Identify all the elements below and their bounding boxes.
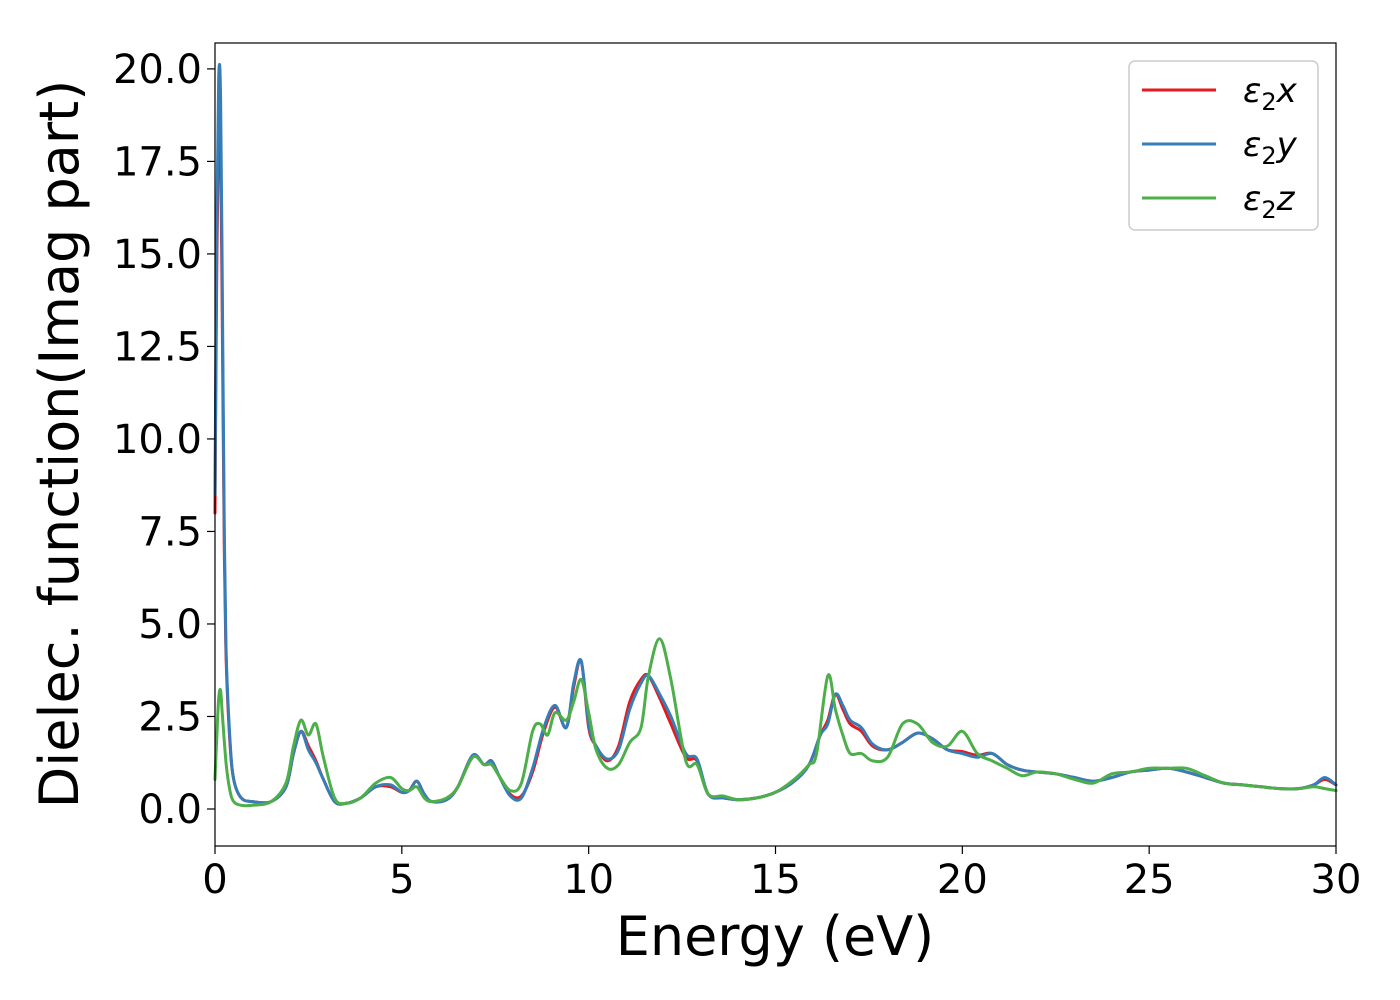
x-tick-label: 0 (202, 857, 227, 903)
x-tick-label: 10 (563, 857, 614, 903)
y-tick-label: 2.5 (138, 694, 202, 740)
y-tick-label: 5.0 (138, 602, 202, 648)
y-tick-label: 20.0 (113, 47, 202, 93)
y-tick-label: 12.5 (113, 324, 202, 370)
y-tick-label: 15.0 (113, 232, 202, 278)
x-tick-label: 15 (750, 857, 801, 903)
y-tick-label: 0.0 (138, 787, 202, 833)
y-tick-label: 10.0 (113, 417, 202, 463)
series-layer (213, 62, 1338, 808)
legend: ε2x ε2y ε2z (1128, 60, 1319, 231)
x-axis-label: Energy (eV) (616, 905, 935, 968)
y-tick-label: 7.5 (138, 509, 202, 555)
x-tick-label: 30 (1311, 857, 1362, 903)
y-tick-label: 17.5 (113, 139, 202, 185)
x-tick-label: 5 (389, 857, 414, 903)
x-tick-label: 20 (937, 857, 988, 903)
legend-box (1128, 60, 1319, 231)
legend-label-y: ε2y (1243, 125, 1298, 170)
x-tick-label: 25 (1124, 857, 1175, 903)
x-axis-ticks: 0 5 10 15 20 25 30 (202, 846, 1361, 903)
y-axis-ticks: 0.0 2.5 5.0 7.5 10.0 12.5 15.0 17.5 20.0 (113, 47, 215, 833)
legend-label-z: ε2z (1243, 179, 1296, 224)
series-line-z (213, 637, 1338, 808)
y-axis-label: Dielec. function(Imag part) (28, 80, 91, 809)
legend-label-x: ε2x (1243, 71, 1298, 116)
